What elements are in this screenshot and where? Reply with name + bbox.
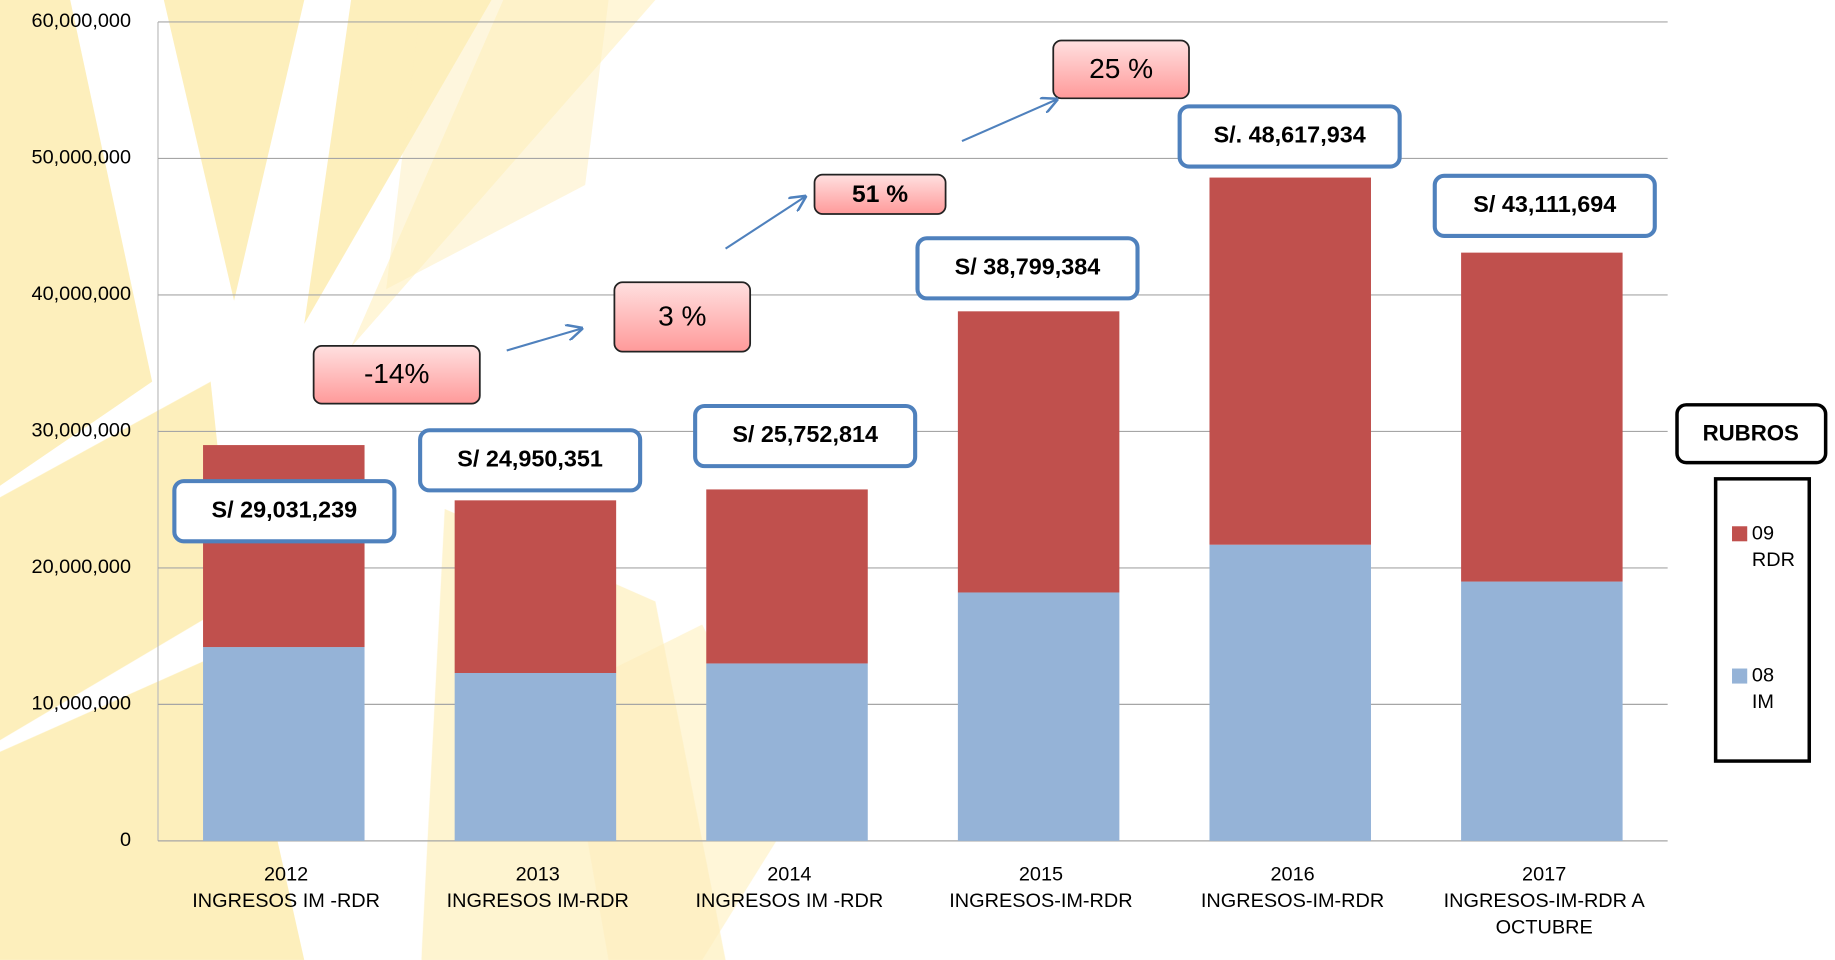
legend-swatch [1732,526,1747,541]
y-tick-label: 10,000,000 [32,693,132,715]
growth-label: 25 % [1089,53,1153,84]
y-tick-label: 30,000,000 [32,420,132,442]
bar-segment [958,311,1119,592]
y-tick-label: 50,000,000 [32,147,132,169]
y-tick-label: 20,000,000 [32,556,132,578]
y-tick-label: 0 [120,829,131,851]
bar-segment [1461,253,1622,582]
growth-label: 51 % [852,181,908,208]
y-tick-label: 40,000,000 [32,283,132,305]
legend-title: RUBROS [1703,421,1799,446]
bar-segment [1209,545,1370,841]
bar-segment [706,489,867,663]
growth-arrow [962,99,1057,141]
bar-segment [1461,582,1622,841]
bar-segment [203,647,364,841]
bar-segment [203,445,364,647]
total-label: S/ 24,950,351 [457,446,603,472]
background-decoration [0,0,796,960]
growth-arrow [507,328,582,350]
y-tick-label: 60,000,000 [32,10,132,32]
chart: RUBROS 0 10,000,000 20,000,000 30,000,000 40… [0,0,1835,960]
total-label: S/ 29,031,239 [212,496,358,522]
total-label: S/. 48,617,934 [1214,122,1366,148]
total-label: S/ 38,799,384 [955,254,1101,280]
growth-label: 3 % [658,301,706,332]
legend-box [1716,479,1810,761]
bar-segment [455,500,616,673]
total-label: S/ 43,111,694 [1473,191,1616,217]
legend-swatch [1732,669,1747,684]
bar-segment [706,663,867,840]
growth-arrow [726,197,806,249]
bar-segment [1209,178,1370,545]
growth-label: -14% [364,358,430,389]
page: RUBROS 0 10,000,000 20,000,000 30,000,000 40… [0,0,1835,960]
bar-segment [455,673,616,841]
bar-segment [958,592,1119,840]
total-label: S/ 25,752,814 [732,421,878,447]
